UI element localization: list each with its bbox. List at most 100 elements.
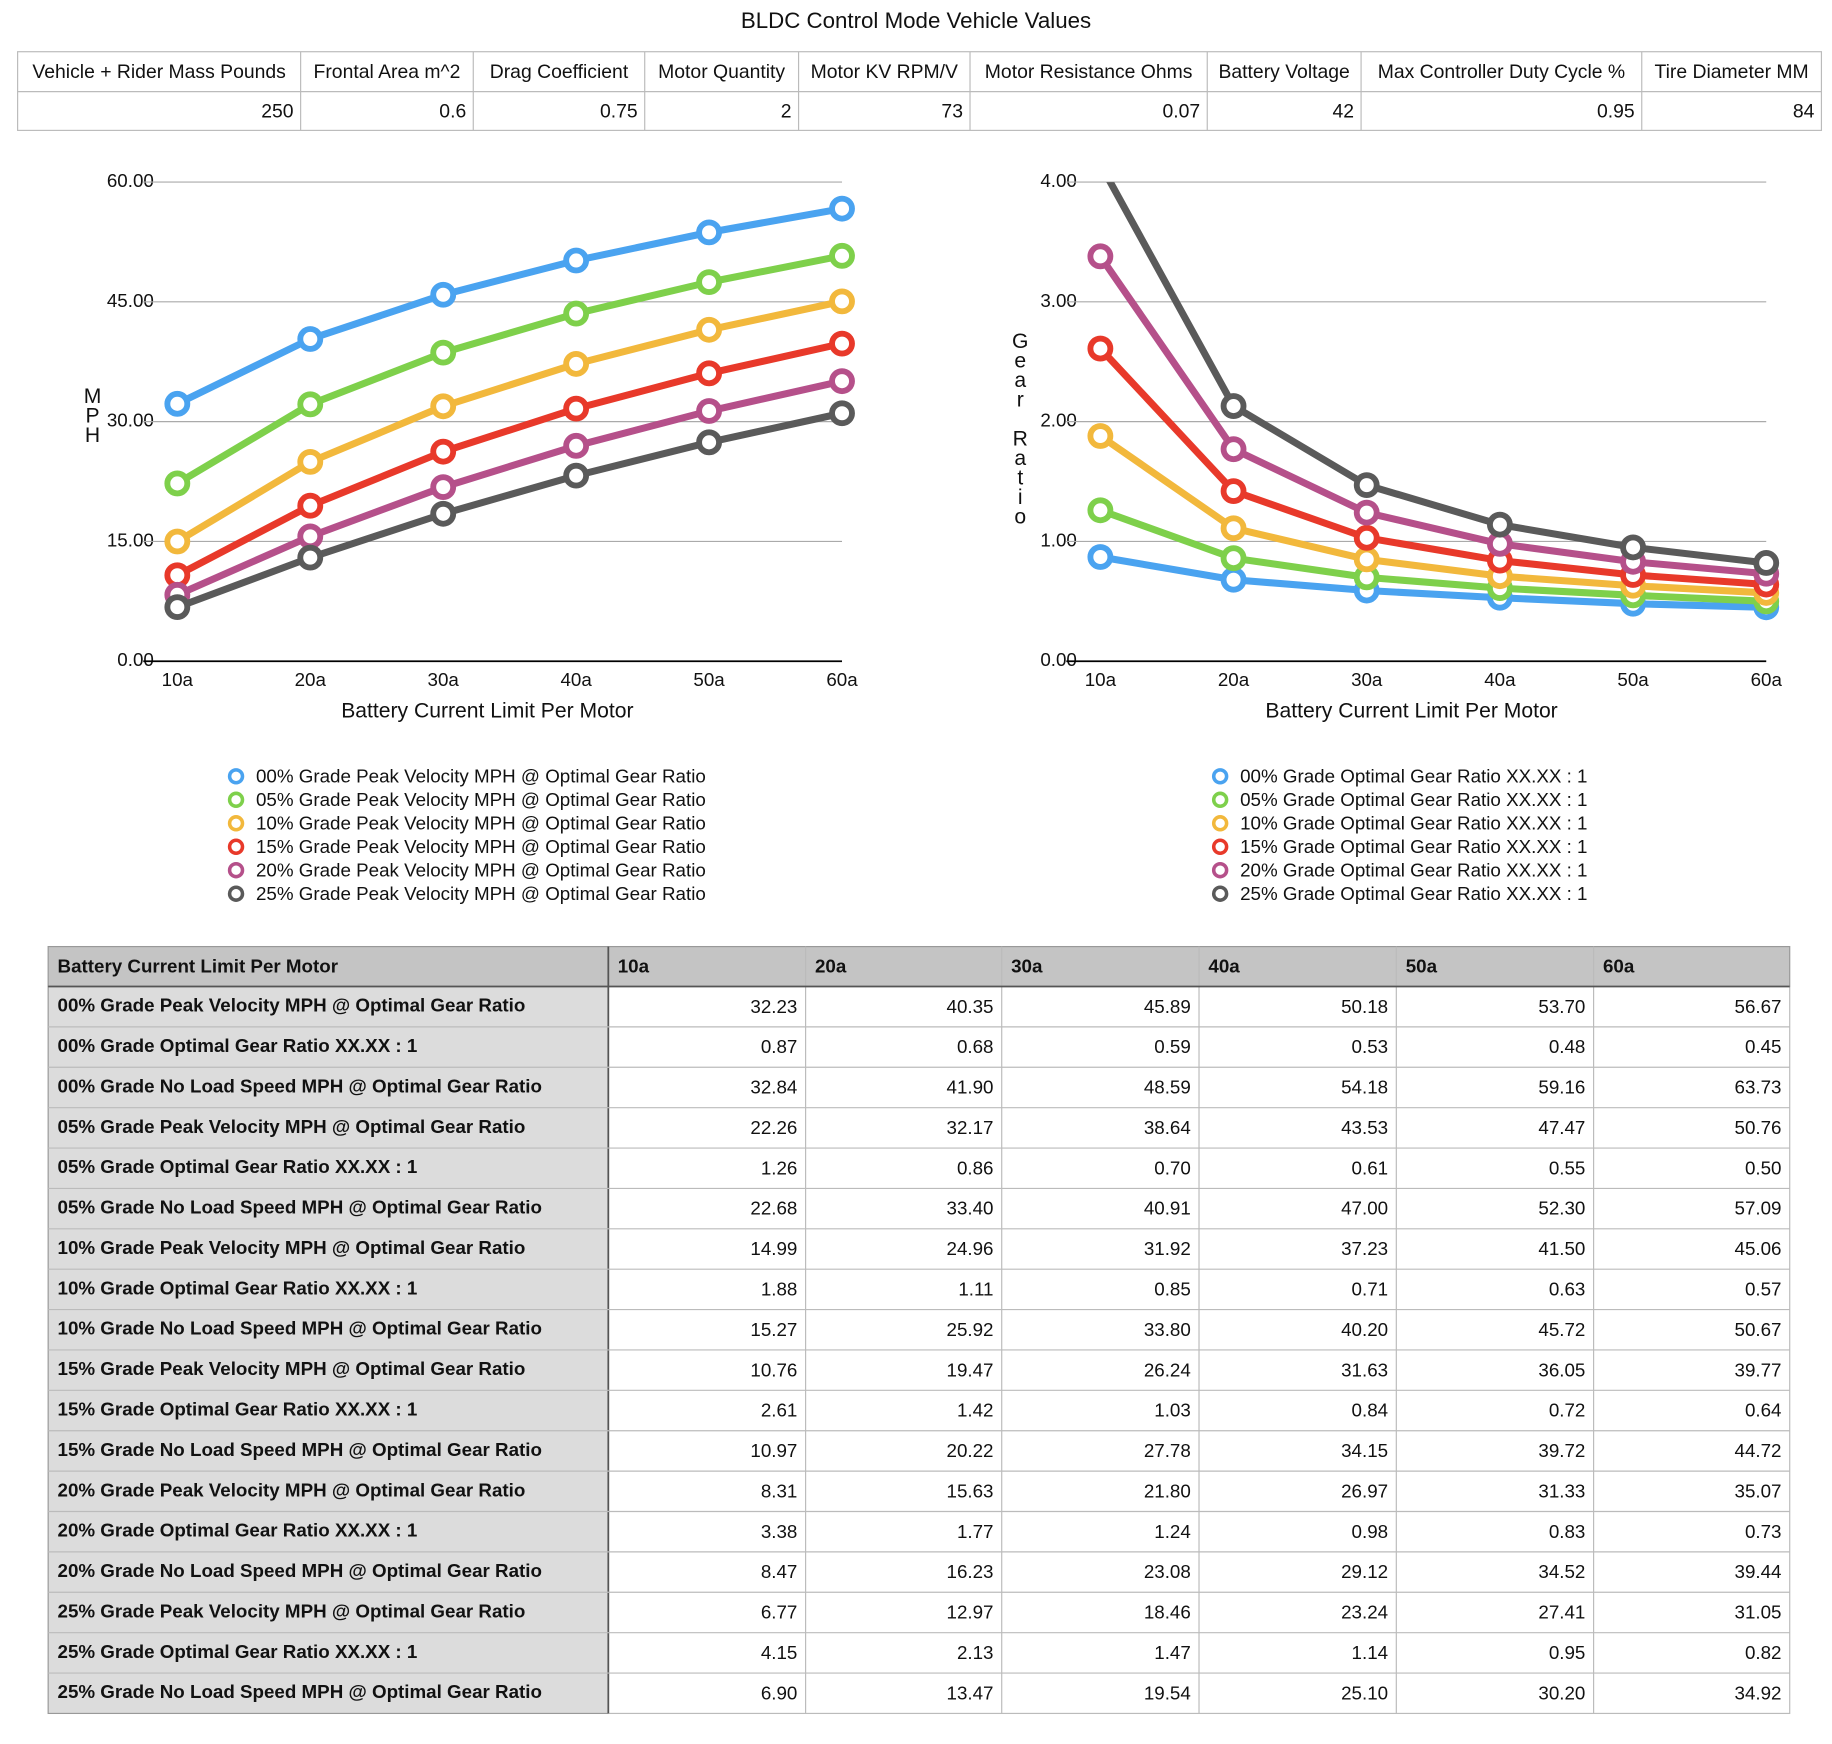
legend-label: 15% Grade Optimal Gear Ratio XX.XX : 1 xyxy=(1240,836,1587,857)
table-cell: 50.67 xyxy=(1735,1319,1782,1340)
param-value: 0.75 xyxy=(600,100,638,122)
table-cell: 18.46 xyxy=(1144,1602,1191,1623)
data-point xyxy=(1220,545,1247,572)
x-tick-label: 50a xyxy=(693,669,725,690)
table-cell: 39.77 xyxy=(1735,1359,1782,1380)
x-tick-label: 20a xyxy=(295,669,327,690)
data-point xyxy=(696,316,722,343)
data-point xyxy=(696,360,722,387)
table-cell: 15.63 xyxy=(947,1480,994,1501)
plot-area xyxy=(164,195,855,621)
legend-marker xyxy=(1211,768,1229,785)
data-point xyxy=(297,523,324,550)
table-cell: 0.95 xyxy=(1549,1642,1586,1663)
data-point xyxy=(1353,524,1380,551)
table-cell: 0.57 xyxy=(1745,1279,1782,1300)
legend-label: 20% Grade Optimal Gear Ratio XX.XX : 1 xyxy=(1240,859,1587,880)
data-point xyxy=(563,350,590,377)
legend-marker xyxy=(227,885,245,902)
table-cell: 0.85 xyxy=(1154,1279,1191,1300)
param-header: Vehicle + Rider Mass Pounds xyxy=(32,61,285,83)
table-cell: 2.13 xyxy=(957,1642,994,1663)
legend-label: 10% Grade Peak Velocity MPH @ Optimal Ge… xyxy=(256,812,706,833)
y-tick-label: 0.00 xyxy=(1040,649,1077,670)
table-cell: 1.42 xyxy=(957,1400,994,1421)
table-cell: 19.54 xyxy=(1144,1682,1191,1703)
param-header: Motor Quantity xyxy=(658,61,785,83)
data-point xyxy=(696,219,722,246)
table-cell: 59.16 xyxy=(1538,1077,1585,1098)
legend-label: 25% Grade Peak Velocity MPH @ Optimal Ge… xyxy=(256,883,706,904)
data-point xyxy=(1353,499,1380,526)
row-label: 00% Grade Peak Velocity MPH @ Optimal Ge… xyxy=(58,995,526,1016)
table-cell: 50.76 xyxy=(1735,1117,1782,1138)
data-point xyxy=(297,326,324,352)
row-label: 05% Grade Optimal Gear Ratio XX.XX : 1 xyxy=(58,1156,418,1177)
data-point xyxy=(297,391,324,418)
series-line xyxy=(175,205,843,407)
param-value: 2 xyxy=(781,100,792,122)
data-point xyxy=(430,281,457,308)
series-line xyxy=(175,252,843,487)
table-cell: 45.72 xyxy=(1538,1319,1585,1340)
table-cell: 0.72 xyxy=(1549,1400,1586,1421)
data-point xyxy=(1353,546,1380,573)
table-cell: 0.63 xyxy=(1549,1279,1586,1300)
row-label: 00% Grade Optimal Gear Ratio XX.XX : 1 xyxy=(58,1035,418,1056)
row-label: 05% Grade No Load Speed MPH @ Optimal Ge… xyxy=(58,1197,542,1218)
table-cell: 0.64 xyxy=(1745,1400,1782,1421)
data-point xyxy=(829,288,855,315)
data-point xyxy=(1087,423,1114,449)
table-cell: 34.52 xyxy=(1538,1561,1585,1582)
legend-label: 00% Grade Peak Velocity MPH @ Optimal Ge… xyxy=(256,765,706,786)
row-label: 15% Grade Optimal Gear Ratio XX.XX : 1 xyxy=(58,1398,418,1419)
table-cell: 15.27 xyxy=(750,1319,797,1340)
x-tick-label: 60a xyxy=(826,669,858,690)
param-value: 250 xyxy=(261,100,294,122)
series-line xyxy=(1097,254,1767,578)
table-cell: 50.18 xyxy=(1341,996,1388,1017)
table-cell: 24.96 xyxy=(947,1238,994,1259)
table-cell: 1.24 xyxy=(1154,1521,1191,1542)
row-label: 05% Grade Peak Velocity MPH @ Optimal Ge… xyxy=(58,1116,526,1137)
header-row xyxy=(47,945,1791,988)
x-tick-label: 10a xyxy=(1085,669,1117,690)
table-cell: 45.89 xyxy=(1144,996,1191,1017)
table-cell: 2.61 xyxy=(761,1400,798,1421)
table-cell: 1.26 xyxy=(761,1157,798,1178)
data-point xyxy=(696,269,722,296)
data-point xyxy=(1220,566,1247,593)
data-point xyxy=(164,594,191,621)
row-label: 20% Grade Optimal Gear Ratio XX.XX : 1 xyxy=(58,1520,418,1541)
legend-marker xyxy=(1211,815,1229,832)
table-cell: 0.73 xyxy=(1745,1521,1782,1542)
y-tick-label: 30.00 xyxy=(107,410,154,431)
legend-marker xyxy=(1211,885,1229,902)
table-cell: 0.53 xyxy=(1352,1036,1389,1057)
table-cell: 40.91 xyxy=(1144,1198,1191,1219)
row-label: 25% Grade Optimal Gear Ratio XX.XX : 1 xyxy=(58,1641,418,1662)
row-label: 25% Grade Peak Velocity MPH @ Optimal Ge… xyxy=(58,1600,526,1621)
data-point xyxy=(563,432,590,459)
table-cell: 29.12 xyxy=(1341,1561,1388,1582)
data-point xyxy=(430,500,457,527)
table-cell: 8.31 xyxy=(761,1480,798,1501)
param-value: 84 xyxy=(1793,100,1815,122)
legend-marker xyxy=(227,862,245,879)
table-cell: 0.68 xyxy=(957,1036,994,1057)
table-cell: 34.92 xyxy=(1735,1682,1782,1703)
table-header: 50a xyxy=(1406,956,1438,977)
series-line xyxy=(1106,182,1767,567)
x-tick-label: 30a xyxy=(428,669,460,690)
series-line xyxy=(175,377,843,599)
row-label: 15% Grade Peak Velocity MPH @ Optimal Ge… xyxy=(58,1358,526,1379)
data-point xyxy=(164,390,191,417)
row-label: 25% Grade No Load Speed MPH @ Optimal Ge… xyxy=(58,1681,542,1702)
legend-marker xyxy=(1211,862,1229,879)
x-tick-label: 40a xyxy=(560,669,592,690)
table-cell: 35.07 xyxy=(1735,1480,1782,1501)
x-tick-label: 50a xyxy=(1617,669,1649,690)
table-cell: 6.90 xyxy=(761,1682,798,1703)
data-point xyxy=(1090,154,1110,174)
param-value: 42 xyxy=(1332,100,1354,122)
